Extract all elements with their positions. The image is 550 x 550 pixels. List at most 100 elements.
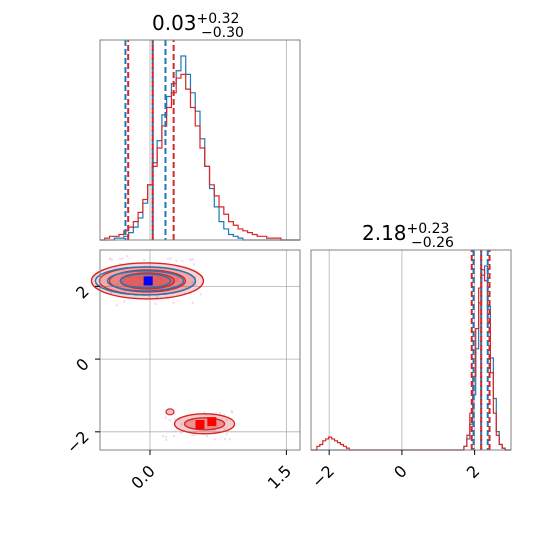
joint-speck [165, 438, 168, 441]
joint-speck [192, 263, 195, 266]
joint-speck [110, 258, 113, 261]
joint-speck [173, 430, 176, 433]
y-title-median: 2.18 [362, 221, 407, 245]
joint-speck [154, 302, 157, 305]
joint-speck [164, 416, 167, 419]
joint-speck [126, 255, 129, 258]
joint-speck [177, 276, 180, 279]
joint-blue-contour [94, 266, 197, 296]
joint-speck [180, 432, 183, 435]
y-hist-frame [310, 249, 512, 451]
joint-speck [109, 258, 112, 261]
joint-speck [225, 433, 228, 436]
joint-speck [175, 277, 178, 280]
joint-speck [191, 258, 194, 261]
y-marginal-panel [310, 249, 512, 451]
joint-frame [99, 249, 301, 451]
joint-speck [142, 282, 145, 285]
joint-panel [90, 249, 301, 451]
joint-speck [166, 257, 169, 260]
joint-speck [183, 292, 186, 295]
joint-speck [116, 283, 119, 286]
joint-speck [164, 435, 167, 438]
joint-speck [116, 304, 119, 307]
joint-speck [206, 435, 209, 438]
x-title-plus: +0.32 [197, 11, 240, 27]
joint-speck [223, 414, 226, 417]
joint-speck [173, 418, 176, 421]
joint-speck [189, 258, 192, 261]
joint-speck [223, 427, 226, 430]
joint-speck [171, 280, 174, 283]
joint-speck [225, 419, 228, 422]
joint-speck [214, 426, 217, 429]
joint-speck [155, 296, 158, 299]
joint-speck [205, 413, 208, 416]
joint-speck [181, 259, 184, 262]
joint-red-contour-lower [183, 417, 226, 431]
x-title-minus: −0.30 [201, 25, 244, 41]
joint-speck [169, 257, 172, 260]
x-title: 0.03+0.32 −0.30 [152, 11, 244, 41]
joint-speck [194, 276, 197, 279]
joint-speck [121, 257, 124, 260]
joint-speck [176, 279, 179, 282]
joint-speck [194, 284, 197, 287]
joint-blue-contour [106, 270, 185, 292]
joint-blue-contour [119, 273, 172, 289]
joint-speck [122, 289, 125, 292]
joint-speck [212, 429, 215, 432]
y-title-minus: −0.26 [411, 235, 454, 251]
joint-speck [194, 433, 197, 436]
joint-marker [195, 420, 205, 430]
joint-marker [143, 276, 153, 286]
joint-speck [218, 412, 221, 415]
joint-speck [168, 419, 171, 422]
joint-speck [147, 294, 150, 297]
joint-speck [175, 259, 178, 262]
joint-speck [189, 292, 192, 295]
joint-speck [143, 259, 146, 262]
joint-speck [160, 278, 163, 281]
joint-y-tick-label: 2 [72, 282, 93, 303]
joint-speck [213, 438, 216, 441]
tick-labels: 0.0 1.5 −2 0 2 −2 0 2 [63, 282, 484, 493]
joint-speck [139, 284, 142, 287]
joint-speck [191, 281, 194, 284]
joint-speck [123, 300, 126, 303]
joint-speck [172, 301, 175, 304]
y-title: 2.18+0.23 −0.26 [362, 221, 454, 251]
joint-speck [128, 275, 131, 278]
joint-speck [224, 438, 227, 441]
joint-speck [211, 426, 214, 429]
joint-speck [180, 423, 183, 426]
joint-speck [191, 301, 194, 304]
joint-speck [161, 435, 164, 438]
joint-y-tick-label: 0 [72, 354, 93, 375]
joint-speck [215, 411, 218, 414]
x-hist-red-series [100, 73, 300, 241]
y-hist-x-tick-label: 0 [390, 461, 411, 482]
joint-red-contour-lower [173, 413, 236, 435]
x-marginal-panel [99, 39, 301, 241]
joint-speck [173, 435, 176, 438]
joint-speck [191, 434, 194, 437]
joint-speck [231, 411, 234, 414]
y-hist-x-tick-label: 2 [463, 461, 484, 482]
joint-speck [119, 257, 122, 260]
joint-y-tick-label: −2 [63, 427, 93, 457]
joint-speck [203, 411, 206, 414]
joint-speck [139, 277, 142, 280]
joint-speck [228, 438, 231, 441]
joint-speck [207, 426, 210, 429]
joint-x-tick-label: 0.0 [127, 461, 158, 492]
joint-speck [110, 291, 113, 294]
joint-red-contour-lower [165, 408, 175, 416]
joint-x-tick-label: 1.5 [264, 461, 295, 492]
joint-speck [199, 293, 202, 296]
y-title-plus: +0.23 [407, 221, 450, 237]
y-hist-x-tick-label: −2 [308, 461, 338, 491]
joint-marker [207, 417, 217, 427]
x-title-median: 0.03 [152, 11, 197, 35]
